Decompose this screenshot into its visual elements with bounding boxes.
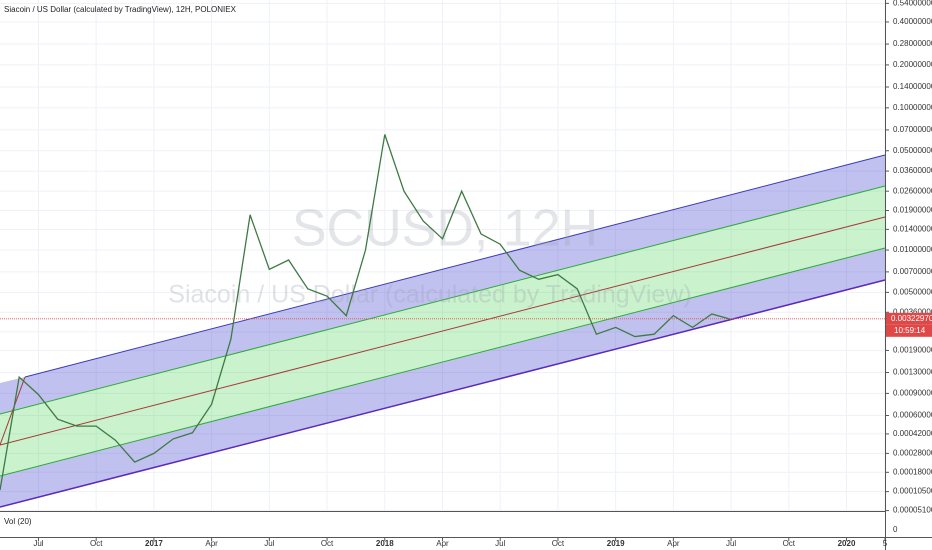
y-tick-label: 0.01400000 xyxy=(893,224,932,233)
y-tick-label: 0.00010500 xyxy=(893,487,932,496)
channel-line xyxy=(24,154,886,378)
x-tick-label: 2018 xyxy=(376,539,394,548)
y-tick-label: 0.54000000 xyxy=(893,0,932,7)
channel-median xyxy=(0,216,886,446)
y-tick-label: 0.00360000 xyxy=(893,307,932,316)
volume-label: Vol (20) xyxy=(4,517,32,526)
channel-drawing xyxy=(0,154,886,508)
y-tick-label: 0.01900000 xyxy=(893,206,932,215)
x-tick-label: Jul xyxy=(264,539,274,548)
watermark-subtitle: Siacoin / US Dollar (calculated by Tradi… xyxy=(168,281,691,309)
y-tick-label: 0.05000000 xyxy=(893,146,932,155)
last-price-tag xyxy=(886,312,932,325)
countdown-tag xyxy=(886,324,932,337)
x-tick-label: Oct xyxy=(90,539,103,548)
y-tick-label: 0.01000000 xyxy=(893,245,932,254)
y-tick-label: 0.00005100 xyxy=(893,506,932,515)
y-tick-label: 0.00130000 xyxy=(893,368,932,377)
y-tick-label: 0.00018000 xyxy=(893,467,932,476)
countdown-label: 10:59:14 xyxy=(894,326,926,335)
y-tick-label: 0.20000000 xyxy=(893,60,932,69)
channel-line xyxy=(0,279,886,508)
channel-line xyxy=(0,185,886,415)
channel-band xyxy=(0,248,885,507)
x-tick-label: Oct xyxy=(321,539,334,548)
chart-title: Siacoin / US Dollar (calculated by Tradi… xyxy=(4,5,237,14)
x-tick-label: Apr xyxy=(205,539,218,548)
y-tick-label: 0.10000000 xyxy=(893,103,932,112)
x-tick-label: Apr xyxy=(436,539,449,548)
x-tick-label: Oct xyxy=(552,539,565,548)
y-tick-label: 0.00190000 xyxy=(893,346,932,355)
y-tick-label: 0.14000000 xyxy=(893,82,932,91)
y-tick-label: 0.03600000 xyxy=(893,166,932,175)
y-tick-label: 0.00060000 xyxy=(893,411,932,420)
x-tick-label: Apr xyxy=(667,539,680,548)
x-tick-label: 2017 xyxy=(145,539,163,548)
volume-tick-label: 0 xyxy=(893,525,898,534)
y-tick-label: 0.40000000 xyxy=(893,17,932,26)
x-tick-label: Jul xyxy=(33,539,43,548)
x-tick-label: 2019 xyxy=(607,539,625,548)
y-tick-label: 0.00042000 xyxy=(893,429,932,438)
x-tick-label: Oct xyxy=(783,539,796,548)
x-tick-label: Jul xyxy=(726,539,736,548)
y-tick-label: 0.28000000 xyxy=(893,39,932,48)
channel-line xyxy=(0,247,886,477)
channel-band xyxy=(0,155,885,414)
grid xyxy=(0,0,886,512)
last-price-label: 0.00322970 xyxy=(891,314,932,323)
y-tick-label: 0.00700000 xyxy=(893,267,932,276)
x-tick-label: 2020 xyxy=(838,539,856,548)
y-tick-label: 0.00028000 xyxy=(893,448,932,457)
x-tick-label: 5 xyxy=(883,539,888,548)
y-tick-label: 0.02600000 xyxy=(893,186,932,195)
price-line xyxy=(0,134,732,491)
y-tick-label: 0.07000000 xyxy=(893,125,932,134)
x-tick-label: Jul xyxy=(495,539,505,548)
y-tick-label: 0.00090000 xyxy=(893,389,932,398)
watermark: SCUSD, 12H xyxy=(292,200,598,258)
y-tick-label: 0.00500000 xyxy=(893,288,932,297)
channel-handle xyxy=(0,376,26,446)
